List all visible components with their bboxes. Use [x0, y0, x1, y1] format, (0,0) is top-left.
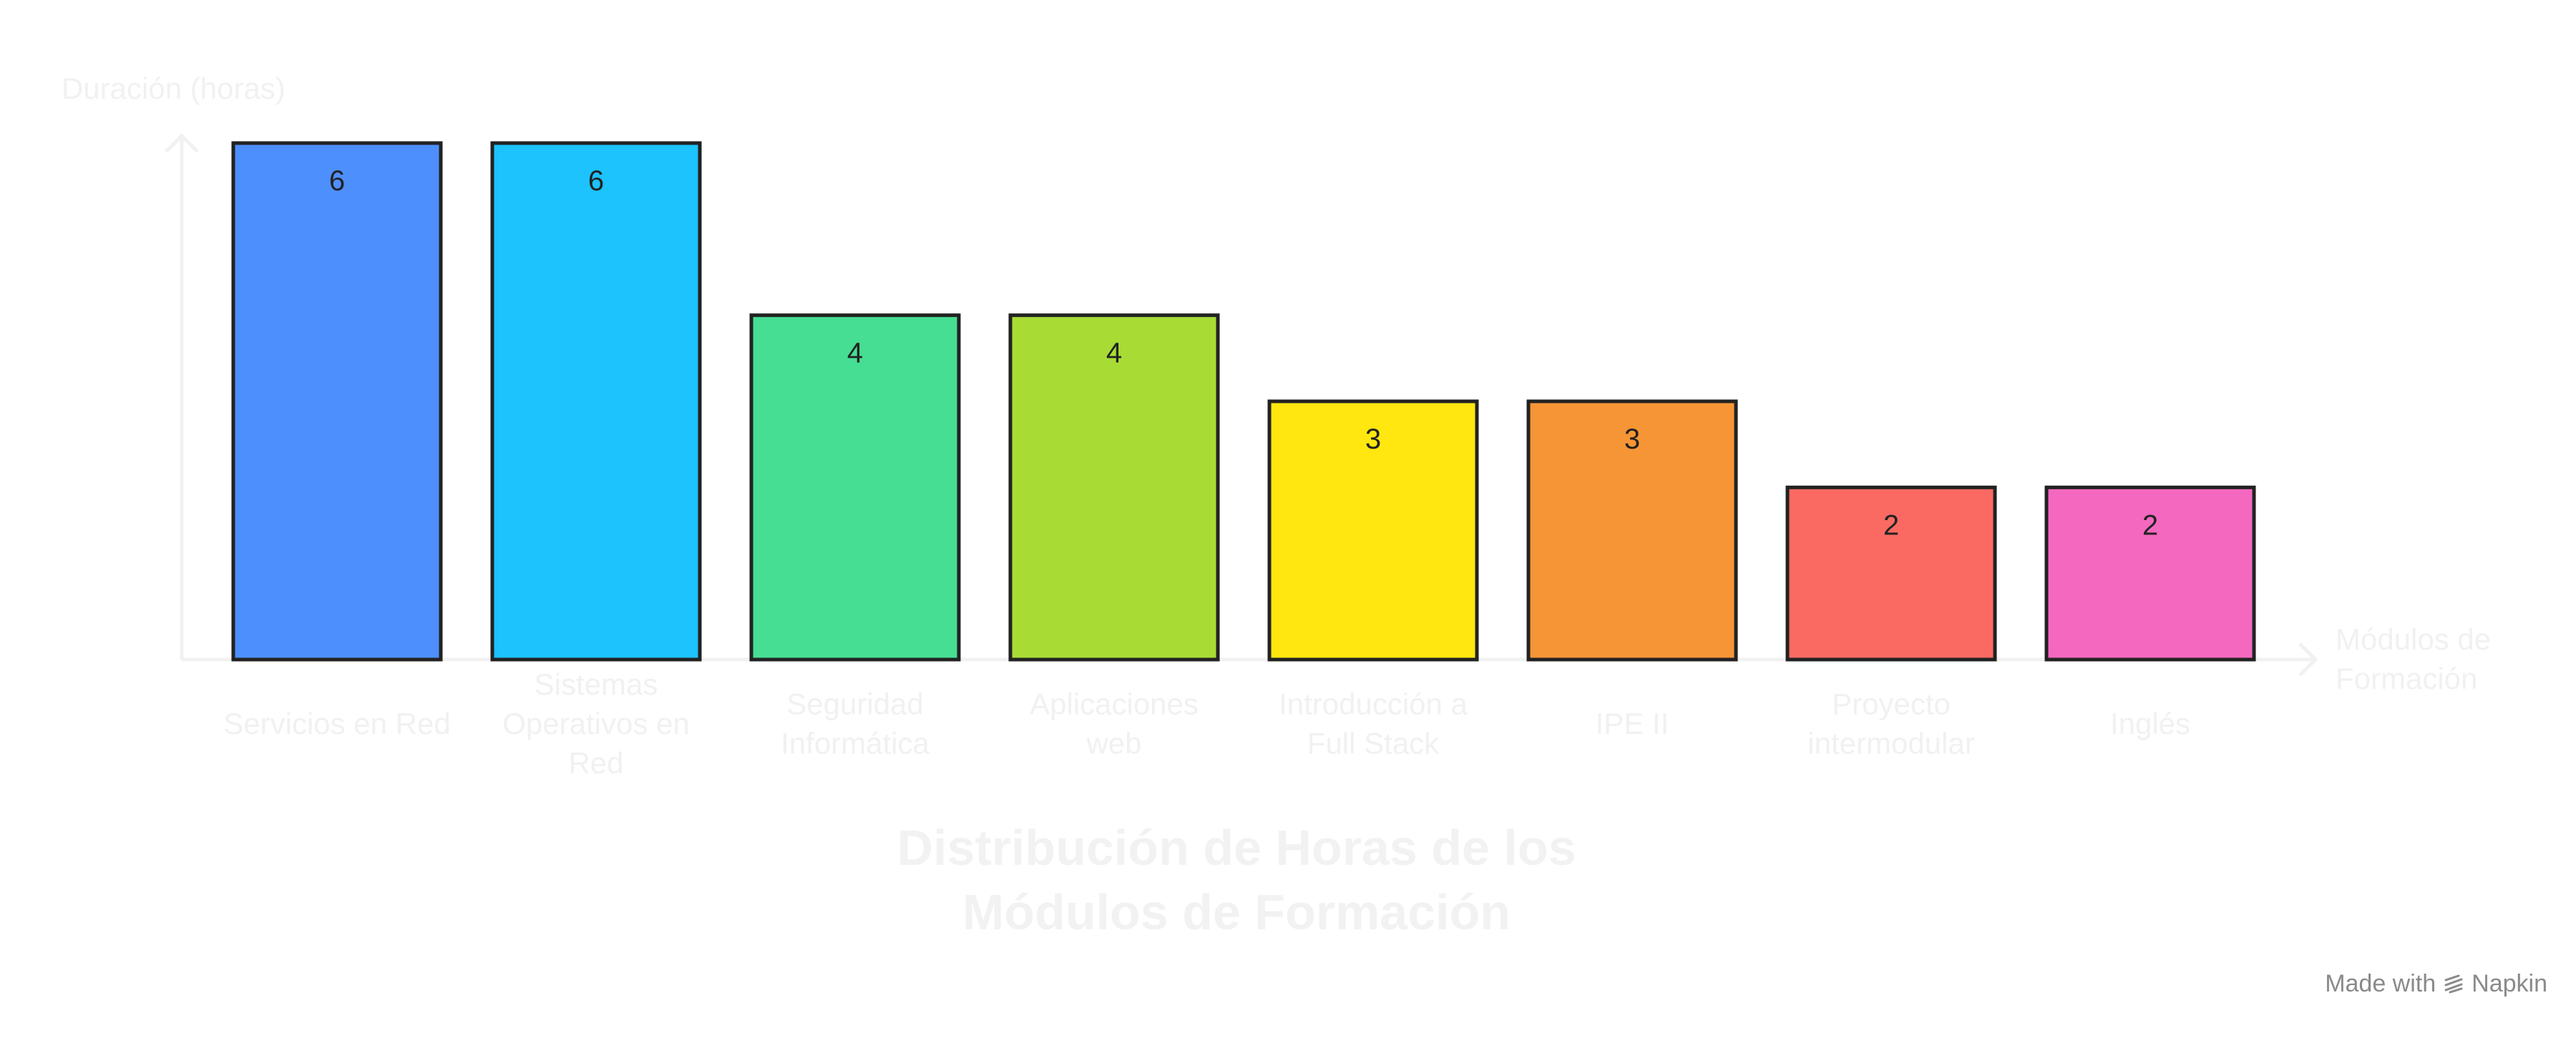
x-tick-label-line: web: [1085, 727, 1141, 760]
bar-value-label: 3: [1365, 423, 1381, 455]
x-tick-label: Sistemas Operativos en Red: [502, 667, 689, 780]
bar-value-label: 4: [847, 338, 863, 369]
x-tick-label-line: intermodular: [1807, 727, 1974, 760]
bar-value-label: 2: [2142, 509, 2158, 541]
bar-value-label: 2: [1883, 509, 1899, 541]
chart-title-line: Módulos de Formación: [962, 884, 1511, 940]
napkin-brand-label: Napkin: [2472, 970, 2547, 998]
bar-value-label: 3: [1624, 423, 1640, 455]
chart-bars: [233, 143, 2254, 660]
x-tick-label-line: Introducción a: [1279, 687, 1468, 721]
chart-title-text: Distribución de Horas de los Módulos de F…: [897, 820, 1576, 940]
x-tick-label: Seguridad Informática: [781, 687, 930, 760]
x-tick-label: Inglés: [2110, 707, 2190, 740]
bar: [233, 143, 441, 660]
chart-title-line: Distribución de Horas de los: [897, 820, 1576, 876]
x-tick-label-line: Seguridad: [786, 687, 923, 721]
x-tick-label: Proyecto intermodular: [1807, 687, 1974, 760]
x-tick-label-line: Full Stack: [1307, 727, 1440, 760]
x-axis-title-line: Formación: [2336, 662, 2477, 695]
bar: [492, 143, 700, 660]
napkin-logo-icon: [2443, 973, 2464, 994]
x-tick-label-line: Servicios en Red: [223, 707, 450, 740]
chart-title: Distribución de Horas de los Módulos de F…: [897, 820, 1576, 940]
x-tick-label: Introducción a Full Stack: [1279, 687, 1468, 760]
x-tick-label: Aplicaciones web: [1030, 687, 1199, 760]
x-axis-title-line: Módulos de: [2336, 622, 2491, 656]
x-tick-label: IPE II: [1596, 707, 1669, 740]
x-tick-label-line: Sistemas: [535, 667, 658, 701]
x-tick-label-line: Proyecto: [1832, 687, 1951, 721]
x-tick-label-line: Inglés: [2110, 707, 2190, 740]
x-tick-label: Servicios en Red: [223, 707, 450, 740]
made-with-napkin: Made with Napkin: [2275, 966, 2547, 1002]
y-axis-title: Duración (horas): [62, 72, 286, 105]
x-tick-label-line: IPE II: [1596, 707, 1669, 740]
x-axis-title: Módulos de Formación: [2336, 622, 2491, 695]
bar-value-label: 4: [1106, 338, 1122, 369]
bar-value-label: 6: [588, 165, 604, 197]
bar-value-label: 6: [329, 165, 345, 197]
x-tick-label-line: Operativos en: [502, 707, 689, 740]
x-tick-label-line: Informática: [781, 727, 930, 760]
chart-category-labels: Servicios en Red Sistemas Operativos en Red…: [223, 667, 2190, 780]
made-with-label: Made with: [2325, 970, 2436, 998]
x-tick-label-line: Red: [568, 746, 623, 780]
x-tick-label-line: Aplicaciones: [1030, 687, 1199, 721]
